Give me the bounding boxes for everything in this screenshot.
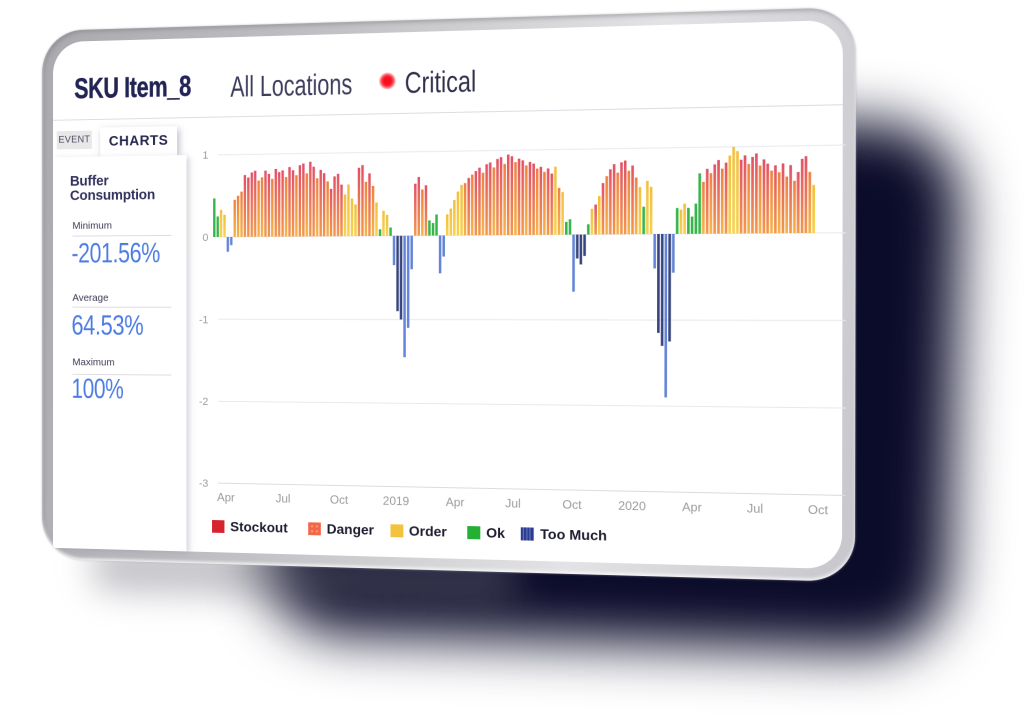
svg-text:Apr: Apr xyxy=(446,496,465,509)
svg-text:-3: -3 xyxy=(199,478,209,490)
svg-text:Apr: Apr xyxy=(682,501,702,515)
svg-text:Oct: Oct xyxy=(330,494,349,507)
svg-text:Oct: Oct xyxy=(562,499,582,512)
svg-text:-1: -1 xyxy=(199,315,209,326)
svg-text:Jul: Jul xyxy=(747,503,763,517)
svg-text:2019: 2019 xyxy=(383,495,409,508)
svg-text:Jul: Jul xyxy=(505,498,521,511)
svg-text:Apr: Apr xyxy=(217,492,235,505)
svg-text:1: 1 xyxy=(203,150,209,162)
svg-text:0: 0 xyxy=(203,233,209,244)
svg-text:Jul: Jul xyxy=(276,493,291,506)
svg-text:-2: -2 xyxy=(199,397,209,409)
svg-text:2020: 2020 xyxy=(618,500,646,514)
svg-text:Oct: Oct xyxy=(808,504,829,518)
